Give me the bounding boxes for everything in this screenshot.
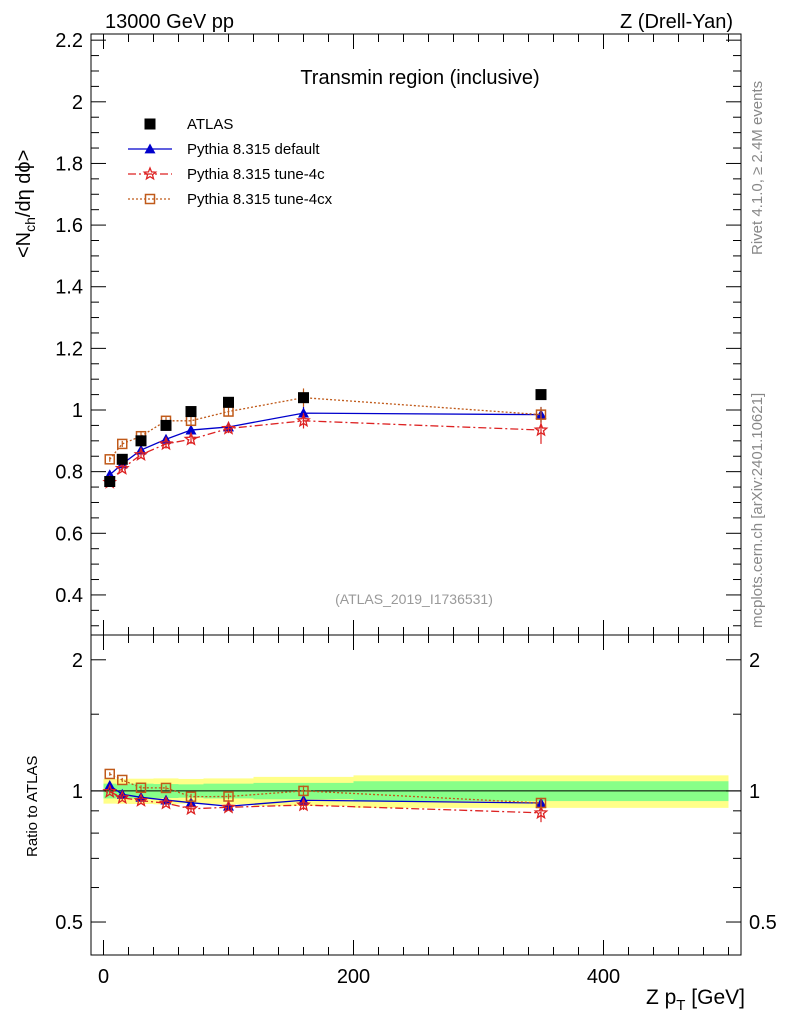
y-axis-label: <Nch/dη dϕ> xyxy=(13,150,38,258)
atlas-data-point xyxy=(223,396,234,408)
ratio-frame xyxy=(90,634,742,956)
x-label-part-main: Z p xyxy=(646,986,676,1009)
ratio-point xyxy=(185,791,197,802)
x-label-part-sub: T xyxy=(676,997,685,1014)
header-right: Z (Drell-Yan) xyxy=(620,11,733,33)
x-tick-label: 200 xyxy=(337,966,370,988)
ratio-point xyxy=(102,783,118,798)
header-left: 13000 GeV pp xyxy=(105,11,234,33)
ratio-tick-label-right: 0.5 xyxy=(749,912,777,934)
ratio-y-axis-label: Ratio to ATLAS xyxy=(24,756,41,857)
ratio-point xyxy=(114,790,130,805)
y-label-part-sub: ch xyxy=(22,217,38,232)
data-point xyxy=(185,424,197,435)
data-point xyxy=(158,436,174,451)
ratio-tick-label: 1 xyxy=(72,781,83,803)
x-axis-label: Z pT [GeV] xyxy=(646,986,745,1014)
mcplots-label: mcplots.cern.ch [arXiv:2401.10621] xyxy=(749,393,766,628)
data-point xyxy=(535,409,547,420)
x-tick-label: 0 xyxy=(98,966,109,988)
rivet-label: Rivet 4.1.0, ≥ 2.4M events xyxy=(749,81,766,255)
x-label-part-rest: [GeV] xyxy=(685,986,745,1009)
atlas-data-point xyxy=(535,389,547,401)
atlas-data-point xyxy=(298,392,309,404)
ratio-series xyxy=(102,768,549,823)
ratio-point xyxy=(223,791,234,802)
ratio-point xyxy=(296,797,311,812)
legend-label: Pythia 8.315 default xyxy=(187,141,320,158)
data-point xyxy=(133,446,149,461)
ratio-point xyxy=(104,768,115,780)
ratio-point xyxy=(117,774,128,786)
legend: ATLAS Pythia 8.315 default Pythia 8.315 tu… xyxy=(128,116,333,208)
legend-marker xyxy=(144,143,156,154)
y-tick-label: 0.6 xyxy=(55,523,83,545)
ratio-tick-label: 0.5 xyxy=(55,912,83,934)
series-line-1 xyxy=(109,420,542,483)
y-label-part-rest: /dη dϕ> xyxy=(13,150,35,217)
y-tick-label: 1.6 xyxy=(55,215,83,237)
analysis-label: (ATLAS_2019_I1736531) xyxy=(335,591,493,607)
ratio-tick-label: 2 xyxy=(72,650,83,672)
ratio-line-2 xyxy=(109,773,542,804)
ratio-point xyxy=(535,797,547,809)
atlas-data-point xyxy=(104,476,116,488)
y-tick-label: 1.2 xyxy=(55,338,83,360)
axes: 0.4 0.6 0.8 1 1.2 1.4 1.6 1.8 2 2.2 0 200 400 0.5 0.5 1… xyxy=(55,30,777,988)
data-point xyxy=(117,438,128,450)
ratio-point xyxy=(221,799,236,814)
y-tick-label: 0.4 xyxy=(55,585,83,607)
data-point xyxy=(533,422,549,437)
ratio-point xyxy=(158,795,174,810)
y-tick-label: 1.8 xyxy=(55,153,83,175)
chart-title: Transmin region (inclusive) xyxy=(300,67,539,89)
ratio-point xyxy=(298,785,309,797)
ratio-point xyxy=(160,794,172,805)
data-point xyxy=(104,454,115,465)
data-point xyxy=(114,460,130,475)
ratio-point xyxy=(160,782,172,794)
y-tick-label: 0.8 xyxy=(55,462,83,484)
legend-marker xyxy=(144,118,156,130)
ratio-tick-label-right: 1 xyxy=(749,781,760,803)
x-tick-label: 400 xyxy=(587,966,620,988)
legend-marker xyxy=(144,193,156,205)
y-tick-label: 2 xyxy=(72,92,83,114)
y-tick-label: 1.4 xyxy=(55,277,83,299)
atlas-data-point xyxy=(160,419,172,431)
legend-marker xyxy=(142,166,158,181)
atlas-data-point xyxy=(116,453,128,465)
data-point xyxy=(221,420,236,435)
data-point xyxy=(183,431,199,446)
atlas-data-point xyxy=(185,406,197,418)
series-line-2 xyxy=(109,397,542,460)
y-tick-label: 2.2 xyxy=(55,30,83,52)
ratio-point xyxy=(135,791,147,802)
data-point xyxy=(296,413,311,428)
legend-label: ATLAS xyxy=(187,116,233,133)
legend-label: Pythia 8.315 tune-4cx xyxy=(187,191,333,208)
atlas-data-point xyxy=(135,435,147,447)
ratio-point xyxy=(135,782,147,794)
y-tick-label: 1 xyxy=(72,400,83,422)
ratio-point xyxy=(533,805,549,820)
y-label-part-main: <N xyxy=(13,232,35,258)
data-point xyxy=(298,407,309,418)
main-series xyxy=(102,388,549,489)
ratio-point xyxy=(183,801,199,816)
ratio-point xyxy=(133,792,149,807)
series-line-0 xyxy=(109,412,542,476)
legend-label: Pythia 8.315 tune-4c xyxy=(187,166,325,183)
ratio-tick-label-right: 2 xyxy=(749,650,760,672)
